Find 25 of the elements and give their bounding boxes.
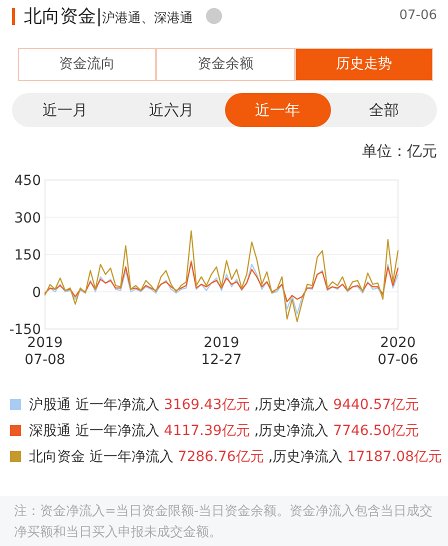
text: 近一年净流入 3169.43亿元 ,历史净流入 9440.57亿元 — [75, 397, 420, 413]
text: 近一年净流入 7286.76亿元 ,历史净流入 17187.08亿元 — [89, 449, 442, 465]
y-tick-label: 0 — [32, 284, 41, 301]
text: 近一月 — [42, 100, 89, 121]
y-axis-title: 单位：亿元 — [362, 142, 437, 161]
legend-label: 沪股通 — [29, 397, 72, 413]
x-tick-label: 2019 12-27 — [201, 335, 242, 368]
text: 07-06 — [399, 8, 437, 23]
text: 全部 — [368, 100, 400, 121]
text: 近一年 — [224, 93, 331, 127]
text: 近一年净流入 4117.39亿元 ,历史净流入 7746.50亿元 — [75, 423, 420, 439]
text: 资金流向 — [18, 48, 156, 81]
text: 资金余额 — [156, 48, 295, 81]
text: 近六月 — [148, 100, 195, 121]
x-tick-label: 2020 07-06 — [378, 335, 418, 368]
x-tick-label: 2019 07-08 — [24, 335, 66, 368]
y-tick-label: -150 — [9, 322, 41, 338]
text: 历史走势 — [294, 48, 433, 81]
y-tick-label: 300 — [14, 210, 41, 226]
title: 北向资金|沪港通、深港通 — [24, 5, 194, 28]
legend-label: 深股通 — [29, 423, 72, 439]
y-tick-label: 150 — [14, 248, 41, 264]
y-tick-label: 450 — [14, 173, 41, 189]
legend-label: 北向资金 — [29, 449, 86, 465]
text: 注：资金净流入=当日资金限额-当日资金余额。资金净流入包含当日成交净买额和当日买入申报未成交金额。 — [0, 496, 448, 546]
